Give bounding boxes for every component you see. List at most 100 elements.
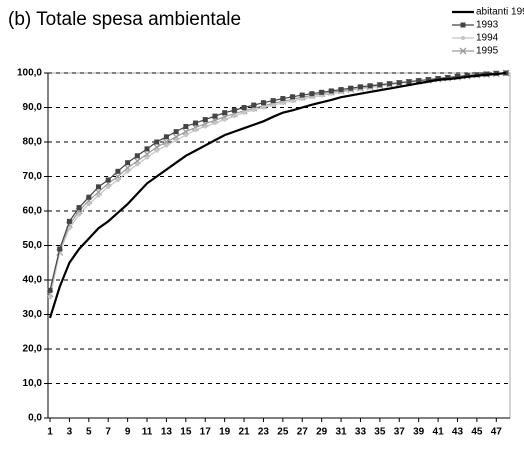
marker (280, 96, 286, 102)
y-tick-label: 0,0 (28, 413, 42, 424)
marker (241, 105, 247, 110)
x-tick-label: 45 (471, 427, 483, 438)
x-tick-label: 13 (161, 427, 173, 438)
marker (290, 94, 296, 100)
marker (367, 83, 373, 89)
marker (96, 193, 101, 198)
marker (435, 76, 441, 82)
x-tick-label: 3 (67, 427, 73, 438)
legend-label: abitanti 1993 (476, 7, 524, 18)
marker (106, 184, 111, 189)
marker (309, 91, 315, 97)
legend-label: 1994 (476, 33, 499, 44)
marker (154, 148, 159, 153)
marker (145, 155, 150, 160)
x-tick-label: 41 (433, 427, 445, 438)
marker (134, 153, 140, 159)
marker (125, 160, 131, 166)
marker (300, 96, 305, 101)
marker (328, 88, 334, 94)
x-tick-label: 7 (105, 427, 111, 438)
y-tick-label: 10,0 (23, 378, 43, 389)
marker (212, 113, 218, 119)
legend-label: 1995 (476, 46, 499, 57)
x-tick-label: 1 (47, 427, 53, 438)
marker (251, 107, 256, 112)
x-tick-label: 15 (180, 427, 192, 438)
x-tick-label: 35 (374, 427, 386, 438)
marker (193, 120, 199, 126)
x-tick-label: 27 (297, 427, 309, 438)
marker (154, 139, 160, 145)
marker (183, 123, 189, 129)
x-tick-label: 11 (142, 427, 153, 438)
x-tick-label: 9 (125, 427, 131, 438)
x-tick-label: 33 (355, 427, 367, 438)
marker (445, 74, 451, 80)
x-tick-label: 43 (452, 427, 464, 438)
marker (357, 84, 363, 90)
y-tick-label: 90,0 (23, 102, 43, 113)
x-tick-label: 23 (258, 427, 270, 438)
marker (270, 98, 276, 104)
marker (222, 110, 228, 116)
marker (144, 146, 150, 152)
marker (212, 121, 217, 126)
marker (461, 36, 465, 40)
x-tick-label: 19 (219, 427, 231, 438)
marker (163, 134, 169, 140)
legend-label: 1993 (476, 20, 499, 31)
marker (299, 92, 305, 98)
marker (125, 169, 130, 174)
marker (76, 205, 82, 211)
marker (57, 246, 63, 252)
x-tick-label: 25 (277, 427, 289, 438)
marker (338, 87, 344, 93)
y-tick-label: 100,0 (17, 68, 42, 79)
marker (174, 138, 179, 143)
marker (115, 168, 121, 174)
y-tick-label: 50,0 (23, 240, 43, 251)
series-line (49, 72, 507, 294)
marker (66, 218, 72, 224)
marker (396, 80, 402, 86)
marker (416, 78, 422, 84)
marker (454, 73, 460, 79)
marker (164, 143, 169, 148)
series-line (48, 71, 507, 319)
x-tick-label: 31 (336, 427, 348, 438)
marker (203, 124, 208, 129)
marker (86, 202, 91, 207)
y-tick-label: 20,0 (23, 344, 43, 355)
marker (173, 129, 179, 135)
marker (280, 101, 285, 106)
marker (271, 103, 276, 108)
marker (115, 177, 120, 182)
marker (406, 79, 412, 85)
x-tick-label: 29 (316, 427, 328, 438)
marker (77, 212, 82, 217)
marker (232, 114, 237, 119)
marker (464, 72, 470, 78)
x-tick-label: 39 (413, 427, 425, 438)
x-tick-label: 17 (200, 427, 212, 438)
marker (251, 102, 257, 108)
marker (96, 184, 102, 190)
marker (47, 287, 53, 293)
marker (459, 47, 467, 55)
marker (183, 133, 188, 138)
y-tick-label: 80,0 (23, 137, 43, 148)
marker (387, 81, 393, 87)
y-tick-label: 60,0 (23, 206, 43, 217)
marker (425, 77, 431, 83)
marker (86, 194, 92, 200)
marker (290, 98, 295, 103)
x-tick-label: 47 (491, 427, 503, 438)
marker (319, 89, 325, 95)
marker (105, 177, 111, 183)
y-tick-label: 70,0 (23, 171, 43, 182)
marker (260, 100, 266, 106)
marker (348, 85, 354, 91)
chart-title: (b) Totale spesa ambientale (8, 9, 241, 30)
